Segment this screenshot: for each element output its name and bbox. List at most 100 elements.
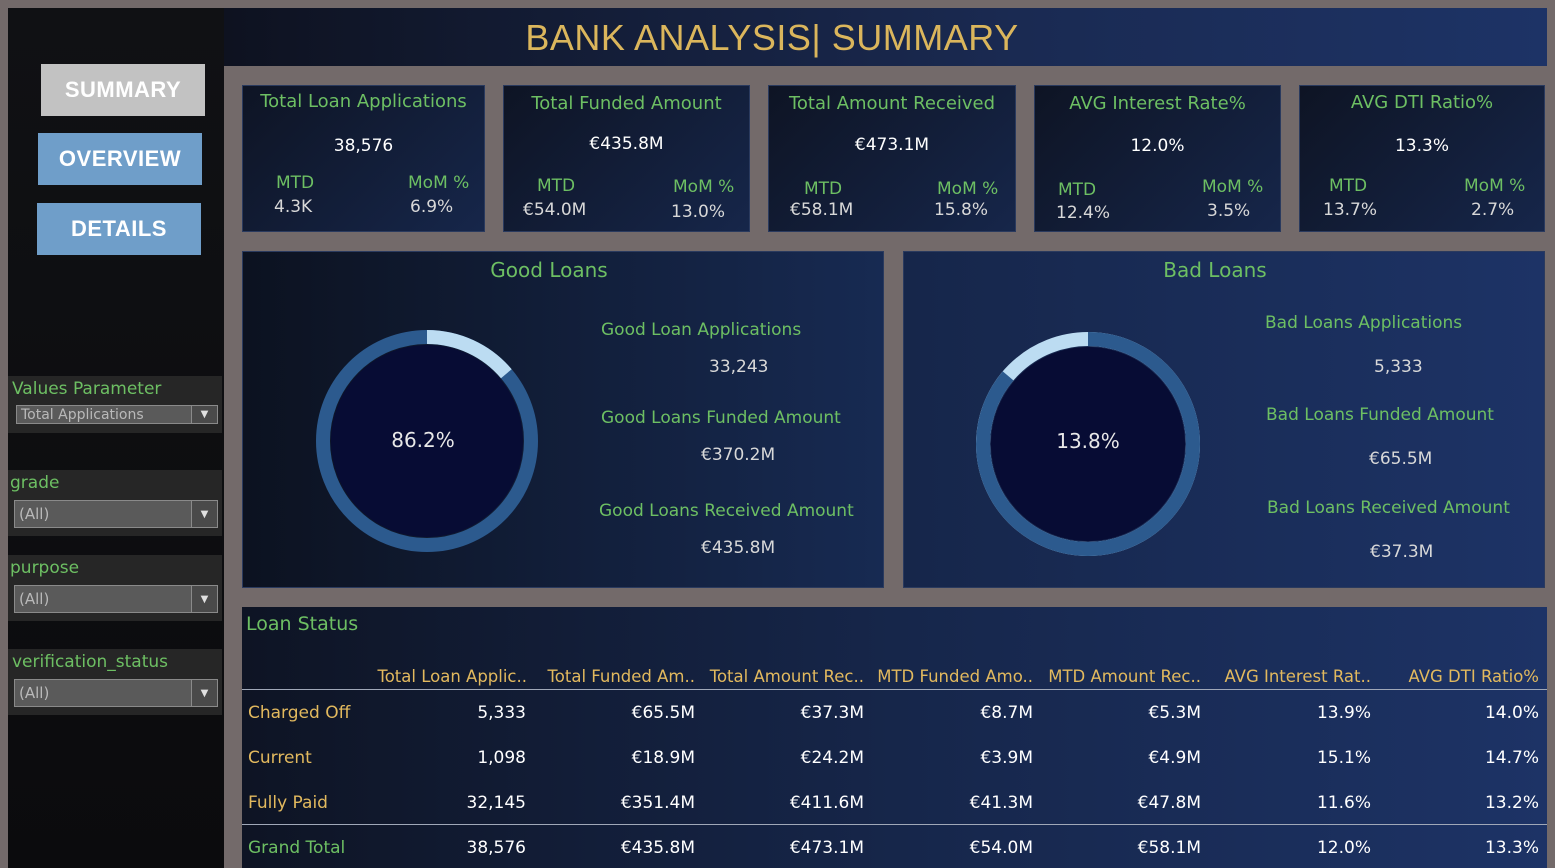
good-loan-applications-value: 33,243	[709, 357, 769, 377]
values-parameter-select[interactable]: Total Applications ▼	[16, 405, 218, 424]
table-cell: €435.8M	[620, 838, 695, 858]
table-title: Loan Status	[246, 613, 359, 635]
donut-center	[331, 345, 523, 537]
kpi-mtd-label: MTD	[276, 173, 315, 193]
good-loans-panel: Good Loans 86.2% Good Loan Applications …	[242, 251, 884, 588]
table-cell: 13.3%	[1484, 838, 1539, 858]
table-cell: 12.0%	[1316, 838, 1371, 858]
kpi-mtd-label: MTD	[537, 176, 576, 196]
table-cell: €54.0M	[969, 838, 1033, 858]
table-cell: 13.2%	[1484, 793, 1539, 813]
table-cell: 13.9%	[1316, 703, 1371, 723]
chevron-down-icon[interactable]: ▼	[191, 586, 217, 612]
details-button[interactable]: DETAILS	[37, 203, 201, 255]
table-cell: €58.1M	[1137, 838, 1201, 858]
grand-total-label: Grand Total	[248, 838, 346, 858]
kpi-mom-label: MoM %	[1464, 176, 1526, 196]
table-cell: 11.6%	[1316, 793, 1371, 813]
row-label: Charged Off	[248, 703, 351, 723]
kpi-mtd-value: 4.3K	[274, 197, 313, 217]
kpi-avg-dti-ratio: AVG DTI Ratio% 13.3% MTD 13.7% MoM % 2.7…	[1299, 85, 1545, 232]
good-loans-donut: 86.2%	[316, 330, 538, 552]
table-cell: €4.9M	[1148, 748, 1201, 768]
kpi-mom-value: 6.9%	[410, 197, 454, 217]
filter-label: grade	[10, 473, 60, 493]
good-loans-title: Good Loans	[490, 258, 608, 282]
table-cell: €65.5M	[631, 703, 695, 723]
table-cell: 32,145	[466, 793, 526, 813]
bad-loans-received-value: €37.3M	[1370, 542, 1434, 562]
filter-value: (All)	[19, 590, 50, 608]
filter-label: purpose	[10, 558, 80, 578]
filter-verification-status: verification_status (All) ▼	[8, 649, 222, 715]
loan-status-table: Loan Status Total Loan Applic.. Total Fu…	[242, 607, 1547, 868]
donut-segment	[316, 330, 538, 552]
kpi-mom-value: 2.7%	[1471, 200, 1515, 220]
kpi-total-funded-amount: Total Funded Amount €435.8M MTD €54.0M M…	[503, 85, 750, 232]
good-loan-applications-label: Good Loan Applications	[601, 320, 802, 340]
table-cell: 14.7%	[1484, 748, 1539, 768]
bad-loans-funded-label: Bad Loans Funded Amount	[1266, 405, 1494, 425]
bad-loans-title: Bad Loans	[1163, 258, 1267, 282]
column-header[interactable]: MTD Funded Amo..	[877, 667, 1033, 686]
table-cell: 1,098	[477, 748, 526, 768]
table-cell: €411.6M	[789, 793, 864, 813]
donut-center	[991, 347, 1185, 541]
kpi-title: Total Funded Amount	[531, 93, 722, 114]
column-header[interactable]: MTD Amount Rec..	[1048, 667, 1201, 686]
bad-loans-donut: 13.8%	[976, 332, 1200, 556]
column-header[interactable]: Total Amount Rec..	[709, 667, 864, 686]
table-cell: €41.3M	[969, 793, 1033, 813]
chevron-down-icon[interactable]: ▼	[191, 680, 217, 706]
good-loans-funded-label: Good Loans Funded Amount	[601, 408, 841, 428]
overview-button[interactable]: OVERVIEW	[38, 133, 202, 185]
column-header[interactable]: AVG DTI Ratio%	[1408, 667, 1540, 686]
column-header[interactable]: AVG Interest Rat..	[1224, 667, 1371, 686]
page-title: BANK ANALYSIS| SUMMARY	[525, 17, 1019, 58]
kpi-total-loan-applications: Total Loan Applications 38,576 MTD 4.3K …	[242, 85, 485, 232]
kpi-title: AVG Interest Rate%	[1069, 93, 1246, 114]
kpi-value: €435.8M	[589, 134, 664, 154]
bad-loans-percent: 13.8%	[1056, 429, 1120, 453]
kpi-mtd-label: MTD	[1329, 176, 1368, 196]
table-cell: 5,333	[477, 703, 526, 723]
table-cell: €5.3M	[1148, 703, 1201, 723]
table-cell: 38,576	[466, 838, 526, 858]
kpi-mom-value: 3.5%	[1207, 201, 1251, 221]
donut-segment	[976, 332, 1200, 556]
bad-loans-applications-value: 5,333	[1374, 357, 1423, 377]
kpi-mom-label: MoM %	[673, 177, 735, 197]
kpi-mom-label: MoM %	[1202, 177, 1264, 197]
kpi-value: 38,576	[333, 136, 394, 156]
filter-value: (All)	[19, 505, 50, 523]
table-cell: €351.4M	[620, 793, 695, 813]
good-loans-funded-value: €370.2M	[701, 445, 776, 465]
table-cell: €18.9M	[631, 748, 695, 768]
kpi-value: 12.0%	[1130, 136, 1185, 156]
chevron-down-icon[interactable]: ▼	[191, 501, 217, 527]
summary-button[interactable]: SUMMARY	[41, 64, 205, 116]
verification-status-select[interactable]: (All) ▼	[14, 679, 218, 707]
kpi-mtd-label: MTD	[1058, 180, 1097, 200]
column-header[interactable]: Total Funded Am..	[547, 667, 695, 686]
kpi-title: AVG DTI Ratio%	[1350, 92, 1494, 113]
grade-select[interactable]: (All) ▼	[14, 500, 218, 528]
column-header[interactable]: Total Loan Applic..	[377, 667, 527, 686]
purpose-select[interactable]: (All) ▼	[14, 585, 218, 613]
table-cell: 14.0%	[1484, 703, 1539, 723]
header-divider	[242, 689, 1547, 690]
table-cell: €3.9M	[980, 748, 1033, 768]
bad-loans-funded-value: €65.5M	[1369, 449, 1433, 469]
kpi-total-amount-received: Total Amount Received €473.1M MTD €58.1M…	[768, 85, 1016, 232]
good-loans-received-value: €435.8M	[701, 538, 776, 558]
table-cell: €473.1M	[789, 838, 864, 858]
header-bar: BANK ANALYSIS| SUMMARY	[224, 8, 1547, 66]
kpi-mom-value: 13.0%	[671, 202, 726, 222]
kpi-mtd-label: MTD	[804, 179, 843, 199]
chevron-down-icon[interactable]: ▼	[191, 406, 217, 423]
kpi-title: Total Loan Applications	[260, 91, 467, 112]
filter-label: Values Parameter	[12, 379, 162, 399]
kpi-mtd-value: €54.0M	[523, 200, 587, 220]
kpi-mtd-value: 13.7%	[1323, 200, 1378, 220]
kpi-mom-label: MoM %	[408, 173, 470, 193]
